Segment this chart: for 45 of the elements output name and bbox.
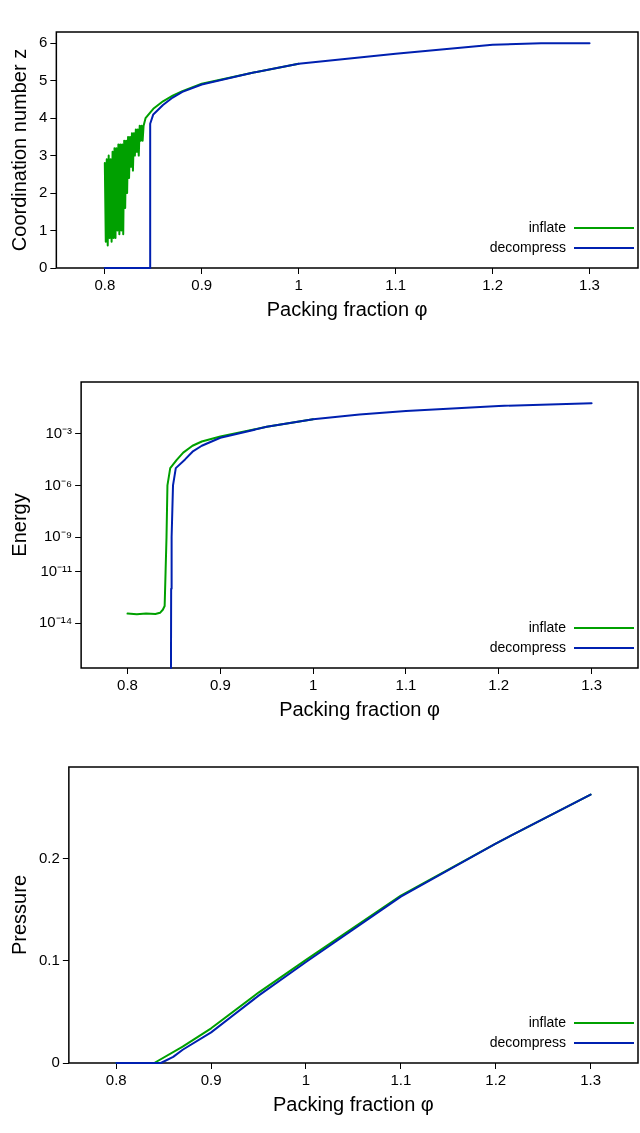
x-tick-label: 1.1 (390, 1071, 412, 1089)
x-tick-label: 1.3 (580, 1071, 601, 1089)
x-tick-label: 1.3 (579, 276, 600, 294)
legend-label: decompress (489, 638, 566, 655)
x-tick-label: 1.2 (488, 676, 510, 694)
y-tick-label: 2 (39, 183, 48, 201)
legend-label: decompress (489, 1033, 566, 1050)
y-tick-label: 10⁻³ (45, 423, 73, 441)
y-tick-label: 6 (39, 33, 48, 51)
legend-label: inflate (528, 1013, 567, 1030)
y-tick-label: 0 (51, 1053, 60, 1071)
x-tick-label: 0.8 (105, 1071, 127, 1089)
x-axis-title: Packing fraction φ (273, 1092, 434, 1115)
y-axis-title: Energy (7, 493, 30, 557)
y-tick-label: 0 (39, 258, 48, 276)
y-tick-label: 10⁻¹⁴ (39, 613, 73, 631)
x-tick-label: 0.9 (191, 276, 213, 294)
y-tick-label: 10⁻⁶ (44, 475, 73, 493)
y-tick-label: 10⁻⁹ (44, 527, 73, 545)
x-tick-label: 1 (301, 1071, 311, 1089)
x-tick-label: 1.3 (581, 676, 603, 694)
x-tick-label: 0.9 (200, 1071, 222, 1089)
x-tick-label: 1 (294, 276, 303, 294)
x-tick-label: 1.2 (482, 276, 504, 294)
y-tick-label: 4 (39, 108, 48, 126)
y-tick-label: 0.2 (38, 849, 60, 866)
x-tick-label: 1.1 (385, 276, 407, 294)
x-axis-title: Packing fraction φ (279, 697, 440, 720)
x-tick-label: 1 (308, 676, 318, 694)
y-tick-label: 3 (39, 145, 48, 163)
x-tick-label: 0.8 (117, 676, 138, 694)
x-axis-title: Packing fraction φ (266, 297, 428, 320)
x-tick-label: 1.2 (485, 1071, 507, 1089)
legend-label: decompress (489, 238, 566, 255)
y-tick-label: 5 (39, 70, 48, 88)
legend-label: inflate (528, 218, 567, 235)
x-tick-label: 0.9 (209, 676, 231, 694)
y-tick-label: 10⁻¹¹ (40, 561, 73, 579)
y-axis-title: Coordination number z (7, 48, 30, 252)
y-tick-label: 1 (39, 220, 48, 238)
x-tick-label: 0.8 (94, 276, 116, 294)
y-axis-title: Pressure (7, 874, 30, 956)
y-tick-label: 0.1 (38, 951, 60, 969)
x-tick-label: 1.1 (395, 676, 417, 694)
legend-label: inflate (528, 618, 567, 635)
